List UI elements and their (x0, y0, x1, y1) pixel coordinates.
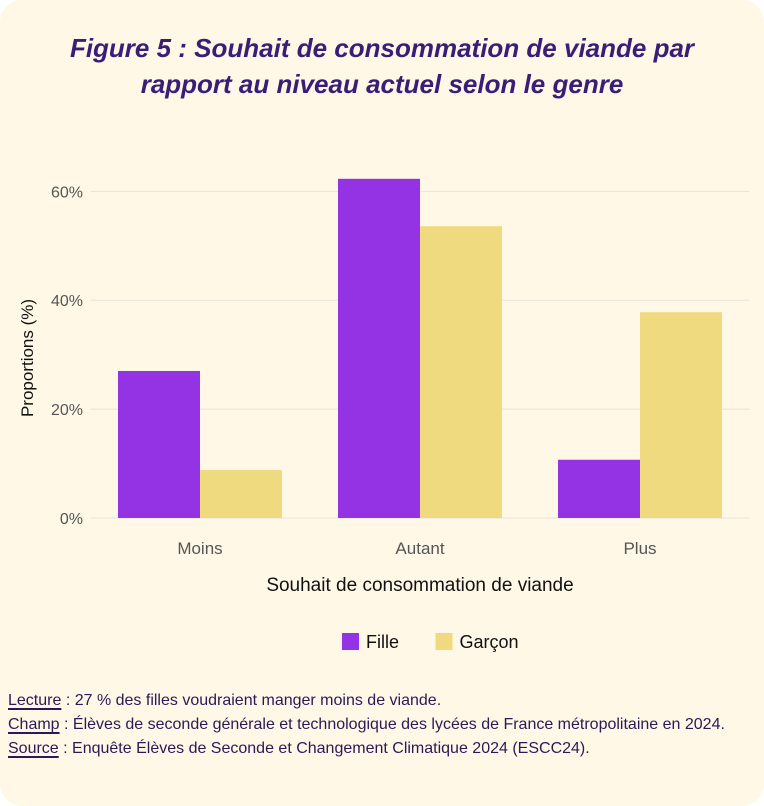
note-source: Source : Enquête Élèves de Seconde et Ch… (8, 737, 748, 761)
x-axis-label: Souhait de consommation de viande (266, 575, 573, 596)
figure-title-line-1: Figure 5 : Souhait de consommation de vi… (69, 33, 695, 63)
bar-gar-on-plus (640, 312, 722, 518)
legend-swatch (342, 633, 359, 650)
bar-fille-plus (558, 459, 640, 518)
figure-notes: Lecture : 27 % des filles voudraient man… (8, 689, 748, 761)
x-tick-label: Plus (623, 539, 656, 558)
bars (118, 178, 722, 519)
note-source-text: : Enquête Élèves de Seconde et Changemen… (58, 740, 590, 757)
bar-chart: 0% 20% 40% 60% Moins Autant Plus Proportions … (18, 178, 750, 652)
note-champ-key: Champ (8, 716, 60, 733)
figure-title-line-2: rapport au niveau actuel selon le genre (140, 69, 624, 99)
note-lecture-key: Lecture (8, 692, 62, 709)
note-lecture: Lecture : 27 % des filles voudraient man… (8, 689, 748, 713)
y-axis-ticks: 0% 20% 40% 60% (51, 184, 83, 528)
bar-fille-autant (338, 178, 420, 519)
note-lecture-text: : 27 % des filles voudraient manger moin… (61, 692, 442, 709)
legend-label: Garçon (460, 632, 519, 652)
y-axis-label: Proportions (%) (18, 299, 37, 417)
y-tick-label: 20% (51, 402, 83, 419)
bar-gar-on-autant (420, 226, 502, 518)
legend-label: Fille (366, 632, 399, 652)
y-tick-label: 60% (51, 184, 83, 201)
x-axis-ticks: Moins Autant Plus (177, 539, 656, 558)
legend: Fille Garçon (342, 632, 519, 652)
figure-title: Figure 5 : Souhait de consommation de vi… (20, 30, 744, 102)
x-tick-label: Moins (177, 539, 222, 558)
y-tick-label: 0% (60, 511, 83, 528)
note-champ: Champ : Élèves de seconde générale et te… (8, 713, 748, 737)
bar-gar-on-moins (200, 470, 282, 518)
legend-swatch (435, 633, 453, 650)
note-source-key: Source (8, 740, 59, 757)
note-champ-text: : Élèves de seconde générale et technolo… (59, 716, 725, 733)
bar-fille-moins (118, 371, 200, 518)
y-tick-label: 40% (51, 293, 83, 310)
x-tick-label: Autant (395, 539, 444, 558)
